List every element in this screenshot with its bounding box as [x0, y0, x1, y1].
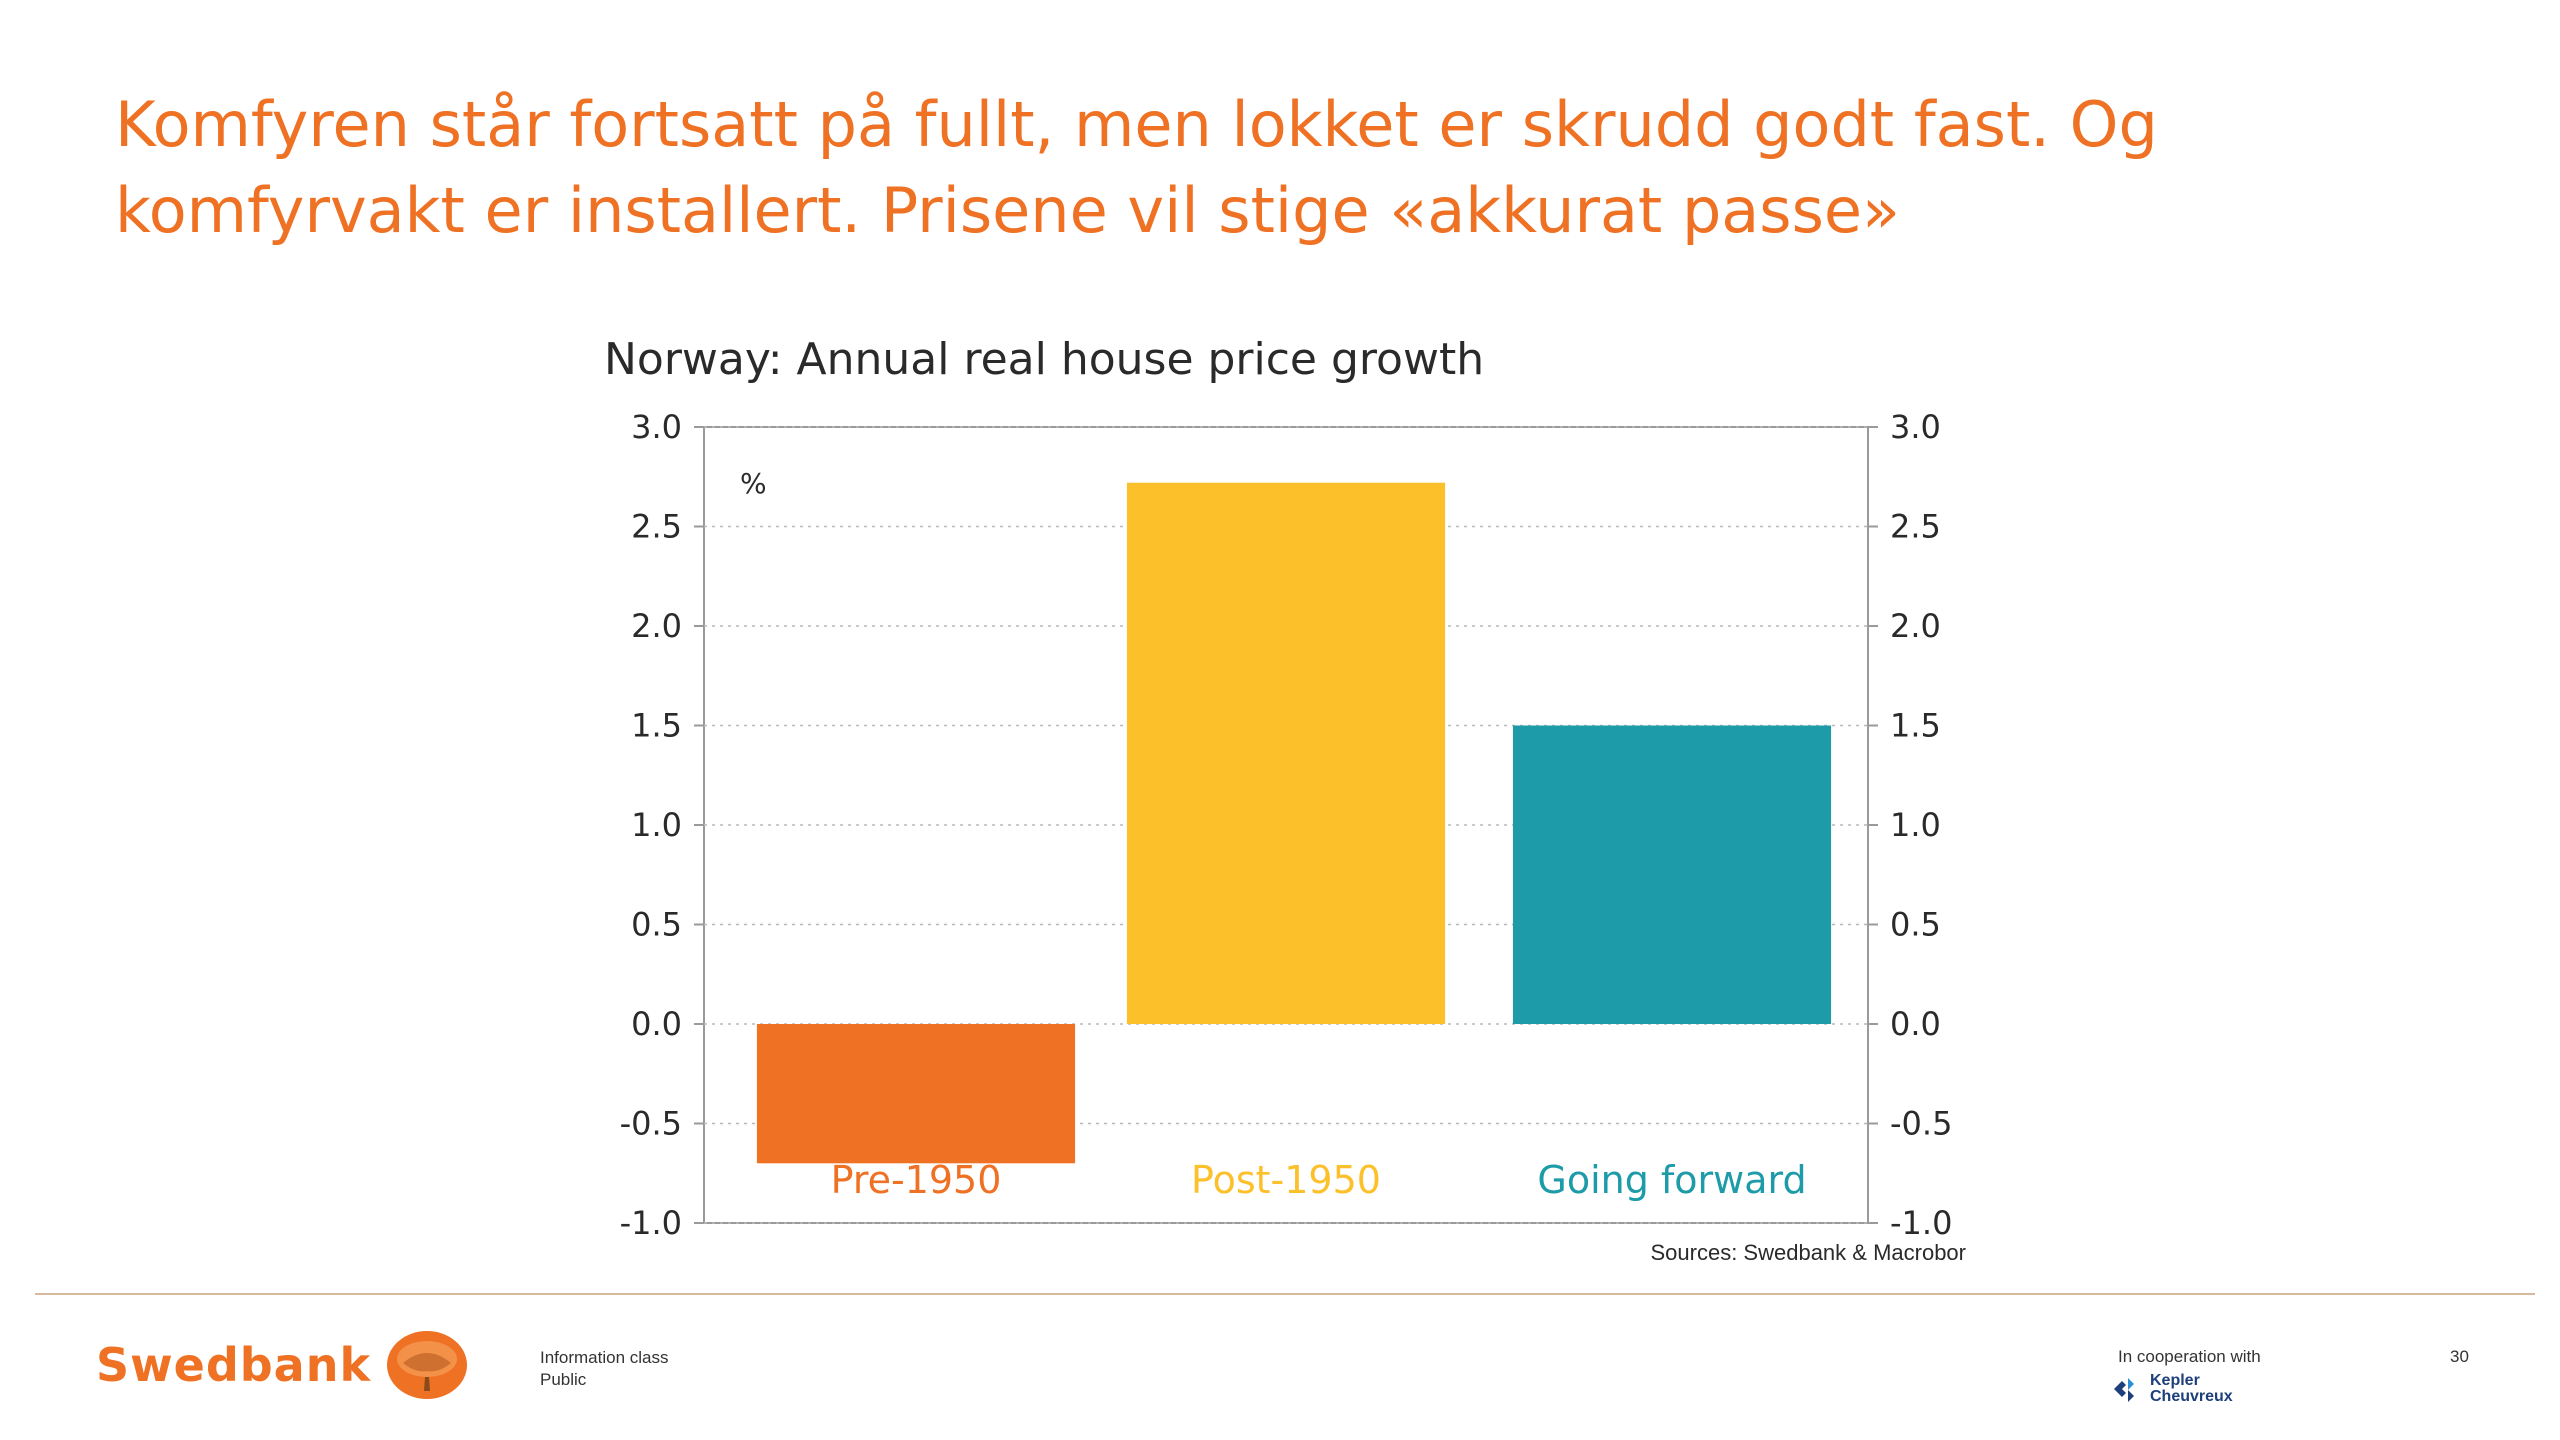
footer-divider: [35, 1293, 2535, 1295]
slide-title-line-1: Komfyren står fortsatt på fullt, men lok…: [115, 88, 2158, 161]
left-tick-label: 2.0: [631, 607, 682, 645]
unit-label: %: [740, 467, 767, 500]
brand-name: Swedbank: [96, 1338, 372, 1392]
right-tick-label: 0.0: [1890, 1005, 1941, 1043]
right-tick-label: -1.0: [1890, 1204, 1952, 1242]
swedbank-logo: Swedbank: [96, 1325, 469, 1405]
left-tick-label: -1.0: [620, 1204, 682, 1242]
chart-source: Sources: Swedbank & Macrobor: [1650, 1240, 1967, 1265]
kepler-mark-icon: [2114, 1378, 2134, 1402]
left-tick-label: 1.5: [631, 707, 682, 745]
information-class-value: Public: [540, 1370, 587, 1389]
left-tick-label: 2.5: [631, 508, 682, 546]
cooperation-label: In cooperation with: [2118, 1347, 2261, 1366]
right-tick-label: 1.5: [1890, 707, 1941, 745]
right-tick-label: 2.0: [1890, 607, 1941, 645]
left-tick-label: 0.0: [631, 1005, 682, 1043]
slide-title-line-2: komfyrvakt er installert. Prisene vil st…: [115, 174, 1900, 247]
partner-name: Kepler Cheuvreux: [2150, 1373, 2233, 1405]
information-class-label: Information class: [540, 1348, 669, 1367]
left-tick-label: -0.5: [620, 1105, 682, 1143]
partner-name-line-2: Cheuvreux: [2150, 1388, 2233, 1405]
category-label: Post-1950: [1191, 1158, 1381, 1202]
chart-title: Norway: Annual real house price growth: [604, 334, 1485, 385]
category-label: Going forward: [1537, 1158, 1806, 1202]
right-tick-label: 3.0: [1890, 408, 1941, 446]
partner-name-line-1: Kepler: [2150, 1372, 2200, 1389]
information-class: Information class Public: [540, 1347, 669, 1391]
bar-post-1950: [1126, 482, 1446, 1025]
page-number: 30: [2450, 1347, 2469, 1366]
right-tick-label: 1.0: [1890, 806, 1941, 844]
bar-pre-1950: [756, 1024, 1076, 1164]
bar-going-forward: [1512, 725, 1832, 1024]
left-tick-label: 0.5: [631, 906, 682, 944]
left-tick-label: 3.0: [631, 408, 682, 446]
oak-tree-icon: [387, 1331, 468, 1399]
left-tick-label: 1.0: [631, 806, 682, 844]
right-tick-label: 2.5: [1890, 508, 1941, 546]
category-label: Pre-1950: [831, 1158, 1002, 1202]
slide-title: Komfyren står fortsatt på fullt, men lok…: [115, 82, 2415, 254]
right-tick-label: -0.5: [1890, 1105, 1952, 1143]
partner-logo: Kepler Cheuvreux: [2112, 1373, 2233, 1405]
right-tick-label: 0.5: [1890, 906, 1941, 944]
